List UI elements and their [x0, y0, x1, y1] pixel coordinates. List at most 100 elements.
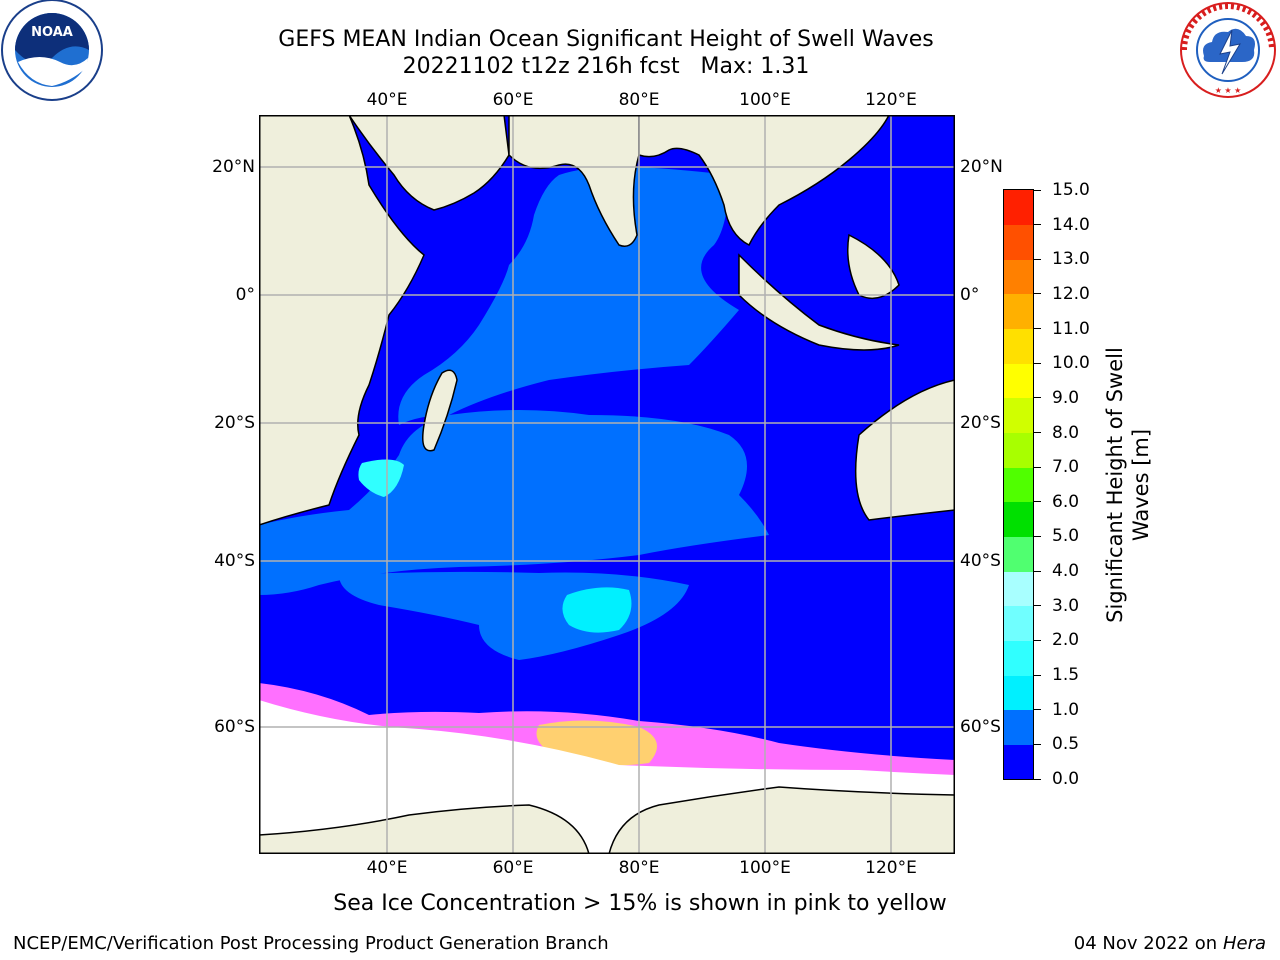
lat-label-right: 20°N: [960, 157, 1003, 177]
lon-label-bottom: 60°E: [492, 858, 534, 878]
colorbar-tick-label: 14.0: [1052, 214, 1090, 235]
colorbar-tick-mark: [1034, 743, 1041, 745]
colorbar-tick-mark: [1034, 258, 1041, 260]
lat-label-right: 40°S: [960, 551, 1001, 571]
colorbar-tick-label: 6.0: [1052, 491, 1080, 512]
lat-label-left: 60°S: [214, 717, 255, 737]
colorbar: [1003, 189, 1034, 780]
colorbar-segment: [1004, 675, 1033, 711]
antarctica-land-west: [258, 804, 590, 855]
colorbar-segment: [1004, 501, 1033, 537]
colorbar-segment: [1004, 467, 1033, 503]
footer-date: 04 Nov 2022 on Hera: [1074, 933, 1266, 955]
colorbar-segment: [1004, 605, 1033, 641]
colorbar-tick-mark: [1034, 293, 1041, 295]
colorbar-segment: [1004, 363, 1033, 399]
lat-label-left: 40°S: [214, 551, 255, 571]
colorbar-tick-label: 4.0: [1052, 561, 1080, 582]
colorbar-segment: [1004, 224, 1033, 260]
colorbar-segment: [1004, 709, 1033, 745]
colorbar-tick-mark: [1034, 674, 1041, 676]
colorbar-tick-mark: [1034, 224, 1041, 226]
southeast-asia-land: [638, 114, 891, 247]
lon-label-bottom: 120°E: [865, 858, 917, 878]
colorbar-segment: [1004, 293, 1033, 330]
lat-label-left: 20°S: [214, 413, 255, 433]
colorbar-tick-mark: [1034, 466, 1041, 468]
colorbar-segment: [1004, 432, 1033, 468]
colorbar-tick-mark: [1034, 639, 1041, 641]
footer-date-text: 04 Nov 2022 on: [1073, 933, 1218, 954]
svg-text:★ ★ ★: ★ ★ ★: [1215, 86, 1242, 95]
colorbar-tick-label: 3.0: [1052, 595, 1080, 616]
swell-high-patch-west: [358, 459, 404, 497]
lat-label-left: 20°N: [212, 157, 255, 177]
lon-label-top: 40°E: [366, 90, 408, 110]
colorbar-tick-label: 12.0: [1052, 283, 1090, 304]
colorbar-segment: [1004, 536, 1033, 572]
colorbar-tick-label: 11.0: [1052, 318, 1090, 339]
colorbar-tick-mark: [1034, 709, 1041, 711]
colorbar-tick-label: 5.0: [1052, 526, 1080, 547]
sumatra-java-land: [738, 253, 900, 351]
colorbar-label-line2: Waves [m]: [1129, 428, 1153, 542]
lon-label-top: 80°E: [618, 90, 660, 110]
colorbar-segment: [1004, 397, 1033, 434]
map-title: GEFS MEAN Indian Ocean Significant Heigh…: [278, 27, 934, 52]
nws-logo: ★ ★ ★: [1176, 0, 1280, 100]
map-panel: [258, 114, 956, 855]
colorbar-tick-label: 8.0: [1052, 422, 1080, 443]
colorbar-label: Significant Height of Swell Waves [m]: [1102, 320, 1154, 650]
lon-label-top: 60°E: [492, 90, 534, 110]
colorbar-tick-mark: [1034, 535, 1041, 537]
colorbar-segment: [1004, 571, 1033, 607]
antarctica-land-east: [608, 786, 956, 855]
colorbar-tick-mark: [1034, 501, 1041, 503]
colorbar-tick-mark: [1034, 328, 1041, 330]
madagascar-land: [422, 369, 458, 452]
lat-label-right: 20°S: [960, 413, 1001, 433]
lon-label-top: 100°E: [739, 90, 791, 110]
lat-label-left: 0°: [235, 285, 255, 305]
footer-machine: Hera: [1222, 933, 1266, 954]
colorbar-tick-mark: [1034, 362, 1041, 364]
lon-label-bottom: 100°E: [739, 858, 791, 878]
footer-credit: NCEP/EMC/Verification Post Processing Pr…: [13, 933, 609, 954]
graticule: [259, 115, 955, 854]
colorbar-tick-label: 0.0: [1052, 769, 1080, 789]
colorbar-segment: [1004, 328, 1033, 364]
colorbar-tick-label: 13.0: [1052, 249, 1090, 270]
colorbar-tick-mark: [1034, 778, 1041, 780]
colorbar-tick-label: 1.5: [1052, 665, 1080, 686]
colorbar-tick-label: 15.0: [1052, 180, 1090, 200]
colorbar-tick-mark: [1034, 189, 1041, 191]
lat-label-right: 60°S: [960, 717, 1001, 737]
noaa-logo-text: NOAA: [31, 25, 73, 40]
colorbar-tick-mark: [1034, 605, 1041, 607]
lon-label-top: 120°E: [865, 90, 917, 110]
colorbar-segment: [1004, 640, 1033, 676]
colorbar-tick-label: 0.5: [1052, 734, 1080, 755]
colorbar-segment: [1004, 259, 1033, 295]
colorbar-tick-label: 10.0: [1052, 353, 1090, 374]
lat-label-right: 0°: [960, 285, 980, 305]
colorbar-tick-label: 2.0: [1052, 630, 1080, 651]
colorbar-segment: [1004, 744, 1033, 780]
australia-land: [854, 379, 956, 521]
colorbar-label-line1: Significant Height of Swell: [1103, 347, 1127, 623]
colorbar-tick-label: 7.0: [1052, 457, 1080, 478]
colorbar-segment: [1004, 190, 1033, 226]
lon-label-bottom: 40°E: [366, 858, 408, 878]
noaa-logo: NOAA: [0, 0, 108, 102]
map-subtitle: 20221102 t12z 216h fcst Max: 1.31: [402, 54, 810, 79]
borneo-land: [847, 233, 900, 300]
colorbar-tick-mark: [1034, 570, 1041, 572]
colorbar-tick-mark: [1034, 432, 1041, 434]
swell-mid-north: [398, 166, 739, 425]
map-frame: [259, 115, 955, 854]
colorbar-tick-label: 9.0: [1052, 387, 1080, 408]
colorbar-tick-label: 1.0: [1052, 699, 1080, 720]
arabia-land: [259, 114, 510, 211]
sea-ice-note: Sea Ice Concentration > 15% is shown in …: [333, 891, 947, 916]
swell-high-patch-south: [562, 587, 632, 633]
